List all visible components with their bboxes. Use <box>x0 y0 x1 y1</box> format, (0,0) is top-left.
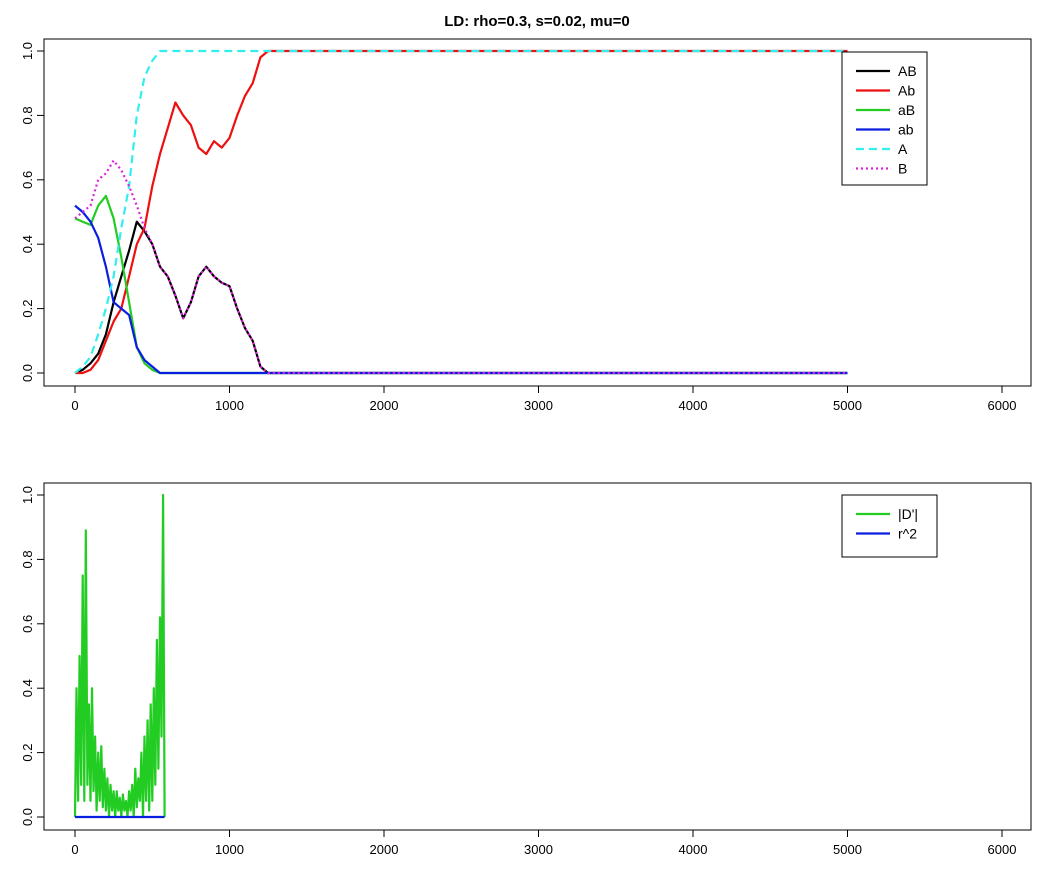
y-tick-label: 0.0 <box>20 808 35 826</box>
x-tick-label: 2000 <box>370 842 399 857</box>
series-line-AB <box>74 220 848 375</box>
legend: AB Ab aB ab AB <box>841 51 928 186</box>
series-line-Ab <box>75 49 848 375</box>
legend-label: |D'| <box>898 506 918 522</box>
legend-box <box>841 494 938 558</box>
series-line-aB <box>74 194 848 375</box>
legend-label: r^2 <box>898 526 917 542</box>
x-tick-label: 3000 <box>524 842 553 857</box>
legend: |D'| r^2 <box>841 494 938 558</box>
y-tick-label: 1.0 <box>20 42 35 60</box>
series-line-A <box>74 49 848 374</box>
legend-label: ab <box>898 122 914 138</box>
legend-box <box>841 51 928 186</box>
series-line-B <box>74 159 848 375</box>
x-tick-label: 0 <box>71 398 78 413</box>
x-tick-label: 0 <box>71 842 78 857</box>
series-line-D <box>73 493 166 819</box>
series-line-ab <box>74 204 848 375</box>
y-tick-label: 0.0 <box>20 364 35 382</box>
x-tick-label: 5000 <box>833 842 862 857</box>
x-tick-label: 4000 <box>679 842 708 857</box>
x-tick-label: 2000 <box>370 398 399 413</box>
series-group <box>74 49 848 375</box>
series-group <box>73 493 166 819</box>
legend-label: aB <box>898 102 915 118</box>
top-panel: 0 1000 2000 3000 4000 5000 6000 0.0 0.2 0.4 0.6 0.8… <box>20 38 1032 413</box>
legend-label: B <box>898 161 907 177</box>
legend-label: AB <box>898 63 917 79</box>
legend-label: Ab <box>898 83 915 99</box>
x-tick-label: 1000 <box>215 842 244 857</box>
x-tick-label: 4000 <box>679 398 708 413</box>
y-tick-label: 0.8 <box>20 106 35 124</box>
y-tick-label: 0.2 <box>20 300 35 318</box>
legend-label: A <box>898 141 908 157</box>
y-tick-label: 0.4 <box>20 235 35 253</box>
x-tick-label: 1000 <box>215 398 244 413</box>
y-tick-label: 0.8 <box>20 550 35 568</box>
bottom-panel: 0 1000 2000 3000 4000 5000 6000 0.0 0.2 0.4 0.6 0.8… <box>20 482 1032 857</box>
chart-title: LD: rho=0.3, s=0.02, mu=0 <box>444 13 630 30</box>
y-tick-label: 0.4 <box>20 679 35 697</box>
x-tick-label: 5000 <box>833 398 862 413</box>
x-tick-label: 6000 <box>988 398 1017 413</box>
x-tick-label: 3000 <box>524 398 553 413</box>
x-tick-label: 6000 <box>988 842 1017 857</box>
y-tick-label: 0.6 <box>20 171 35 189</box>
y-tick-label: 0.2 <box>20 744 35 762</box>
y-tick-label: 1.0 <box>20 486 35 504</box>
y-tick-label: 0.6 <box>20 615 35 633</box>
